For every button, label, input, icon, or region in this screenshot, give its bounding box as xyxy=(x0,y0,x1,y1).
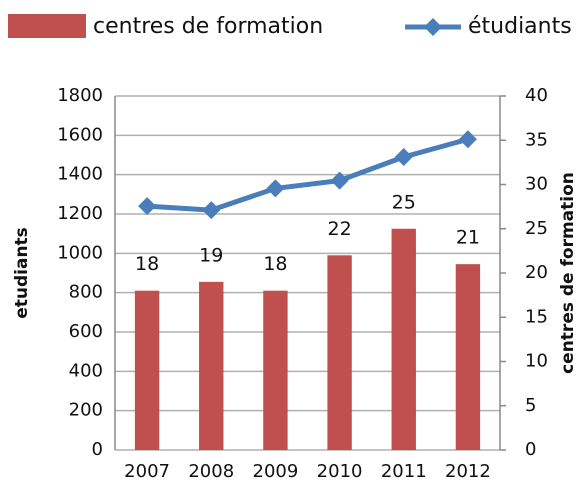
legend-marker xyxy=(424,18,442,36)
x-tick-label: 2008 xyxy=(188,461,234,482)
x-tick-label: 2007 xyxy=(124,461,170,482)
line-marker xyxy=(394,147,413,166)
y-axis-title: etudiants xyxy=(12,227,32,319)
x-tick-label: 2009 xyxy=(253,461,299,482)
data-label: 18 xyxy=(263,253,287,275)
y-tick-label: 600 xyxy=(69,321,103,342)
y-tick-label: 1400 xyxy=(57,164,103,185)
legend-label: étudiants xyxy=(468,14,572,39)
line-marker xyxy=(138,197,157,216)
y-tick-label: 1600 xyxy=(57,124,103,145)
x-tick-label: 2010 xyxy=(317,461,363,482)
x-tick-label: 2012 xyxy=(445,461,491,482)
data-label: 25 xyxy=(392,191,416,213)
bar xyxy=(327,255,352,450)
y-tick-label: 1200 xyxy=(57,203,103,224)
y-tick-label: 0 xyxy=(92,439,103,460)
legend-label: centres de formation xyxy=(93,14,323,39)
bar xyxy=(391,228,416,450)
bar xyxy=(455,264,481,450)
y-tick-label: 1800 xyxy=(57,85,103,106)
line xyxy=(146,136,469,213)
legend-swatch xyxy=(8,14,86,38)
line-marker xyxy=(330,171,349,190)
y-tick-label: 400 xyxy=(69,360,103,381)
bar xyxy=(199,281,224,450)
data-label: 22 xyxy=(327,218,351,240)
data-label: 18 xyxy=(135,253,159,275)
y2-tick-label: 30 xyxy=(525,174,548,195)
y-tick-label: 1000 xyxy=(57,242,103,263)
y2-tick-label: 5 xyxy=(525,395,536,416)
y-tick-label: 200 xyxy=(69,400,103,421)
line-marker xyxy=(266,179,285,198)
y2-tick-label: 25 xyxy=(525,218,548,239)
y2-tick-label: 35 xyxy=(525,129,548,150)
y2-tick-label: 40 xyxy=(525,85,548,106)
x-tick-label: 2011 xyxy=(381,461,427,482)
y2-axis-title: centres de formation xyxy=(558,172,578,374)
y2-tick-label: 10 xyxy=(525,351,548,372)
data-label: 21 xyxy=(456,227,480,249)
y-tick-label: 800 xyxy=(69,282,103,303)
y2-tick-label: 0 xyxy=(525,439,536,460)
line-marker xyxy=(458,130,477,149)
data-label: 19 xyxy=(199,244,223,266)
bar xyxy=(134,290,160,450)
bar xyxy=(263,290,288,450)
y2-tick-label: 20 xyxy=(525,262,548,283)
y2-tick-label: 15 xyxy=(525,306,548,327)
line-marker xyxy=(202,201,221,220)
